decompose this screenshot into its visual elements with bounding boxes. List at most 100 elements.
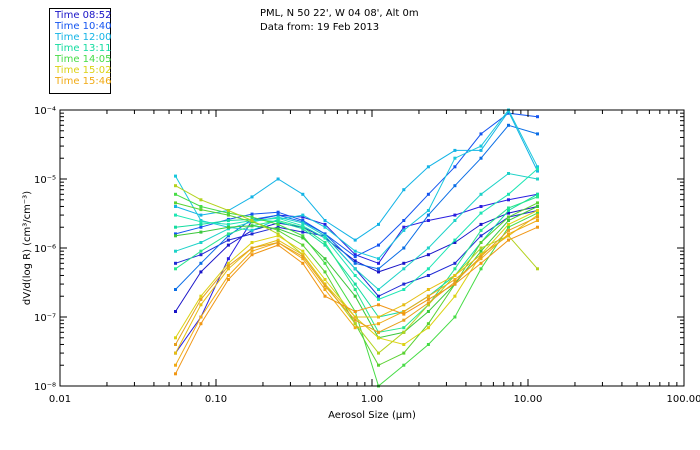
data-point: [402, 303, 406, 307]
data-point: [402, 312, 406, 316]
data-point: [323, 278, 327, 281]
data-point: [377, 297, 380, 301]
data-point: [426, 288, 430, 291]
data-point: [276, 241, 280, 244]
data-point: [507, 215, 510, 219]
data-point: [353, 274, 357, 277]
data-point: [250, 215, 254, 219]
data-point: [301, 192, 305, 196]
chart-date: Data from: 19 Feb 2013: [260, 22, 380, 33]
data-point: [479, 267, 483, 271]
data-point: [536, 267, 539, 271]
legend-item: Time 10:40: [55, 21, 112, 32]
data-point: [199, 241, 203, 244]
data-point: [507, 232, 510, 236]
data-point: [250, 224, 254, 228]
data-point: [199, 315, 203, 319]
data-point: [276, 225, 280, 229]
data-point: [353, 253, 357, 257]
data-point: [199, 198, 203, 202]
data-point: [174, 372, 177, 376]
data-point: [507, 206, 510, 210]
data-point: [402, 267, 406, 271]
data-point: [226, 219, 230, 222]
data-point: [536, 219, 539, 222]
data-point: [226, 232, 230, 236]
data-point: [226, 278, 230, 281]
data-point: [323, 236, 327, 240]
data-point: [453, 219, 457, 222]
data-point: [507, 211, 510, 215]
data-point: [479, 211, 483, 215]
x-tick-label: 0.01: [49, 394, 71, 405]
data-point: [301, 243, 305, 247]
chart-title: PML, N 50 22', W 04 08', Alt 0m: [260, 8, 419, 19]
data-point: [377, 270, 380, 274]
data-point: [353, 249, 357, 253]
data-point: [323, 219, 327, 222]
data-point: [174, 249, 177, 253]
data-point: [250, 212, 254, 216]
data-point: [174, 336, 177, 340]
data-point: [377, 336, 380, 340]
data-point: [507, 234, 510, 238]
data-point: [377, 351, 380, 355]
data-point: [377, 322, 380, 326]
data-point: [402, 326, 406, 330]
data-point: [426, 301, 430, 305]
data-point: [479, 192, 483, 196]
data-point: [402, 282, 406, 286]
data-point: [353, 261, 357, 265]
series-line: [174, 225, 539, 376]
series-line: [174, 215, 539, 346]
data-point: [226, 227, 230, 231]
data-point: [402, 219, 406, 222]
data-point: [323, 261, 327, 265]
data-point: [323, 294, 327, 298]
data-point: [276, 216, 280, 220]
data-point: [536, 211, 539, 215]
data-point: [507, 222, 510, 226]
data-point: [453, 267, 457, 271]
data-point: [353, 288, 357, 291]
data-point: [199, 213, 203, 217]
data-point: [453, 148, 457, 152]
data-point: [453, 278, 457, 281]
legend-item: Time 15:02: [55, 65, 112, 76]
legend-item: Time 13:11: [55, 43, 112, 54]
legend-item: Time 12:00: [55, 32, 112, 43]
data-point: [426, 322, 430, 326]
data-point: [507, 219, 510, 222]
data-point: [426, 297, 430, 301]
data-point: [402, 330, 406, 334]
data-point: [323, 232, 327, 236]
data-point: [453, 315, 457, 319]
data-point: [353, 315, 357, 319]
data-point: [536, 215, 539, 219]
data-point: [174, 288, 177, 291]
data-point: [199, 303, 203, 307]
data-point: [174, 310, 177, 313]
data-point: [507, 123, 510, 127]
data-point: [377, 243, 380, 247]
data-point: [479, 246, 483, 250]
data-point: [402, 228, 406, 232]
data-point: [276, 232, 280, 236]
data-point: [199, 205, 203, 208]
data-point: [536, 167, 539, 171]
data-point: [323, 234, 327, 238]
data-point: [402, 246, 406, 250]
legend-item: Time 08:52: [55, 10, 112, 21]
legend: Time 08:52 Time 10:40 Time 12:00 Time 13…: [49, 8, 111, 94]
data-point: [301, 224, 305, 228]
data-point: [453, 238, 457, 242]
data-point: [226, 257, 230, 261]
data-point: [479, 255, 483, 259]
data-point: [507, 209, 510, 212]
data-point: [276, 177, 280, 181]
data-point: [536, 195, 539, 199]
data-point: [323, 284, 327, 288]
data-point: [323, 222, 327, 226]
data-point: [301, 215, 305, 219]
data-point: [536, 213, 539, 217]
